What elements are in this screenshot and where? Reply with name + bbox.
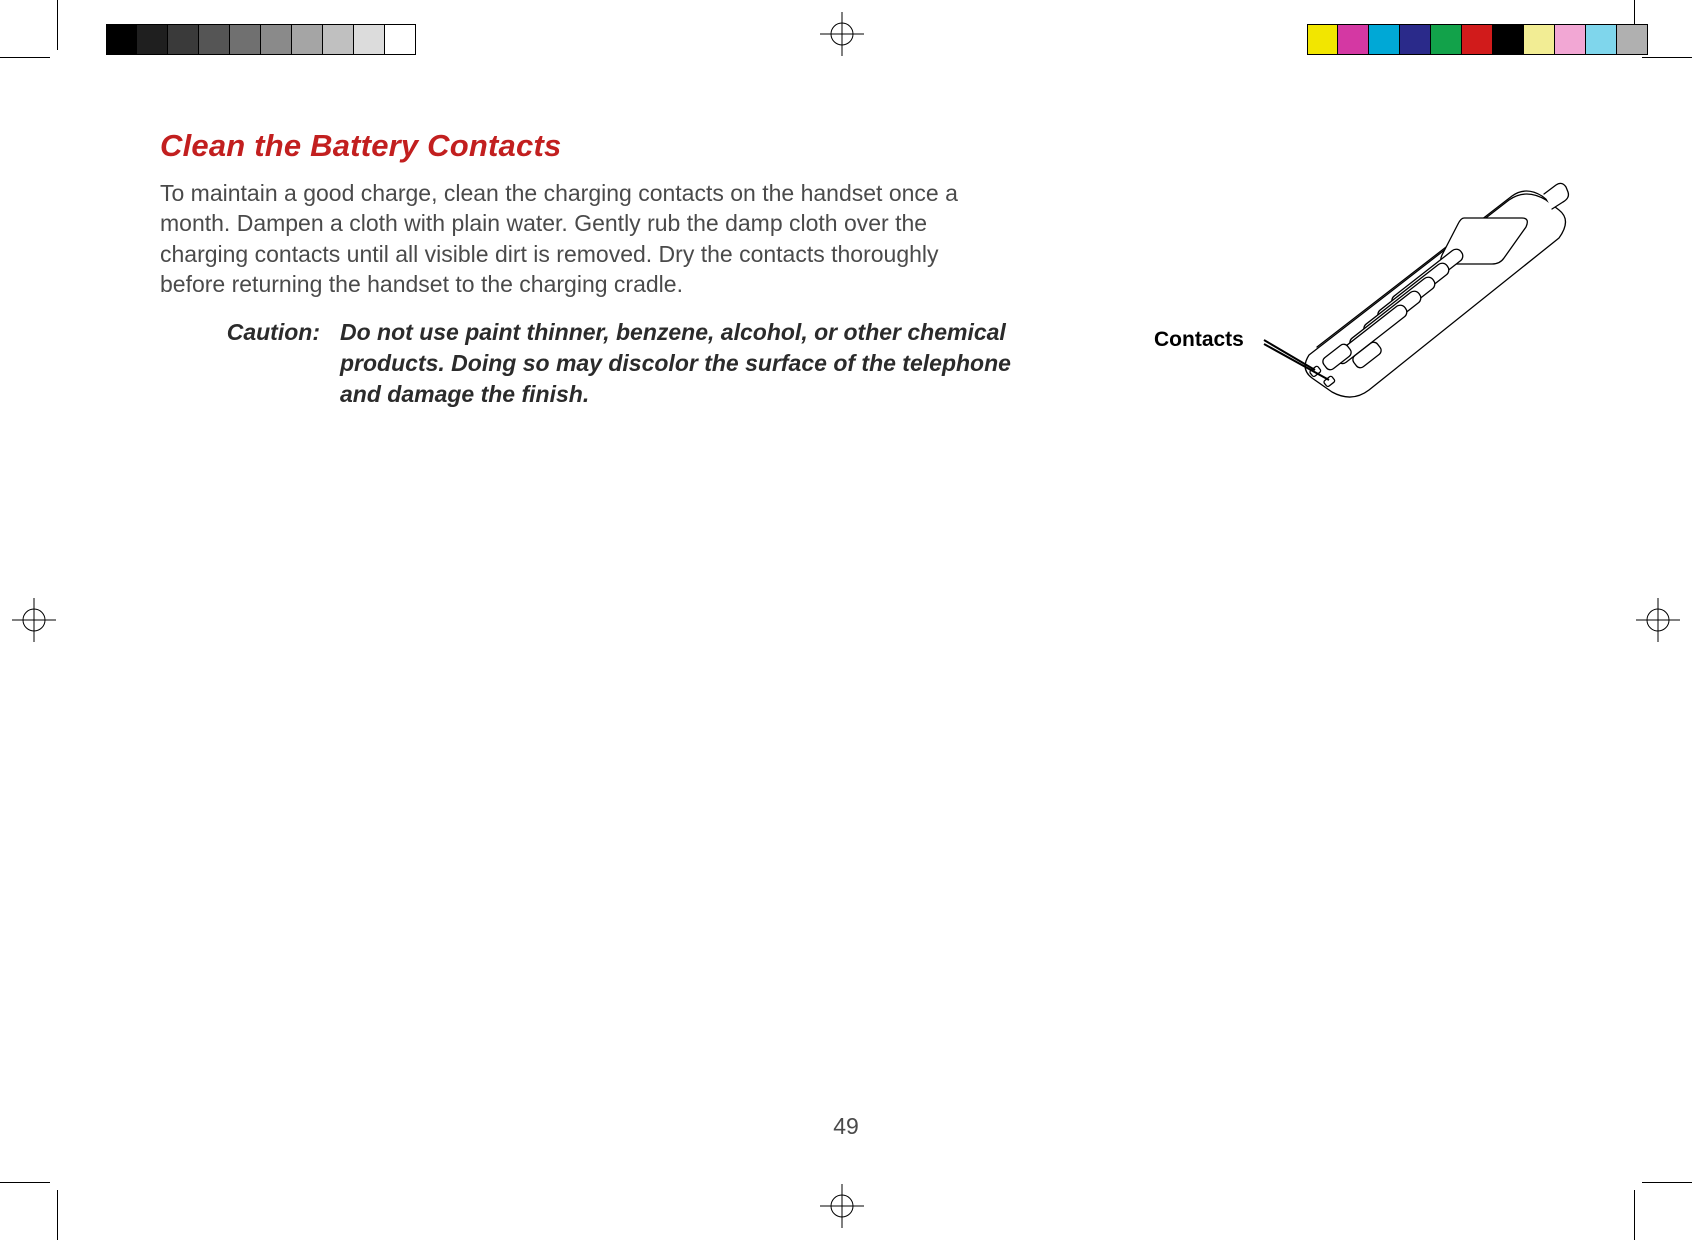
caution-text: Do not use paint thinner, benzene, alcoh…: [340, 317, 1040, 409]
color-swatch: [1524, 24, 1555, 55]
color-swatch: [1493, 24, 1524, 55]
gray-swatch: [137, 24, 168, 55]
gray-swatch: [292, 24, 323, 55]
gray-swatch: [261, 24, 292, 55]
crop-mark: [1634, 1190, 1635, 1240]
crop-mark: [0, 57, 50, 58]
crop-mark: [0, 1182, 50, 1183]
gray-swatch: [168, 24, 199, 55]
gray-swatch: [385, 24, 416, 55]
color-swatch: [1369, 24, 1400, 55]
color-swatch: [1462, 24, 1493, 55]
registration-mark-icon: [1636, 598, 1680, 642]
color-swatch: [1586, 24, 1617, 55]
gray-swatch: [230, 24, 261, 55]
crop-mark: [1642, 57, 1692, 58]
crop-mark: [57, 0, 58, 50]
body-paragraph: To maintain a good charge, clean the cha…: [160, 178, 990, 299]
registration-mark-icon: [820, 12, 864, 56]
gray-swatch: [106, 24, 137, 55]
registration-mark-icon: [12, 598, 56, 642]
color-swatch: [1431, 24, 1462, 55]
illustration-label: Contacts: [1154, 328, 1244, 352]
crop-mark: [1642, 1182, 1692, 1183]
gray-swatch: [354, 24, 385, 55]
caution-label: Caution:: [210, 317, 340, 409]
color-calibration-bar: [1307, 24, 1648, 55]
color-swatch: [1400, 24, 1431, 55]
section-title: Clean the Battery Contacts: [160, 128, 1540, 164]
grayscale-calibration-bar: [106, 24, 416, 55]
color-swatch: [1307, 24, 1338, 55]
registration-mark-icon: [820, 1184, 864, 1228]
crop-mark: [57, 1190, 58, 1240]
gray-swatch: [199, 24, 230, 55]
caution-block: Caution: Do not use paint thinner, benze…: [210, 317, 1040, 409]
gray-swatch: [323, 24, 354, 55]
handset-illustration: Contacts: [1154, 160, 1584, 420]
color-swatch: [1338, 24, 1369, 55]
color-swatch: [1555, 24, 1586, 55]
page-number: 49: [833, 1113, 859, 1140]
color-swatch: [1617, 24, 1648, 55]
